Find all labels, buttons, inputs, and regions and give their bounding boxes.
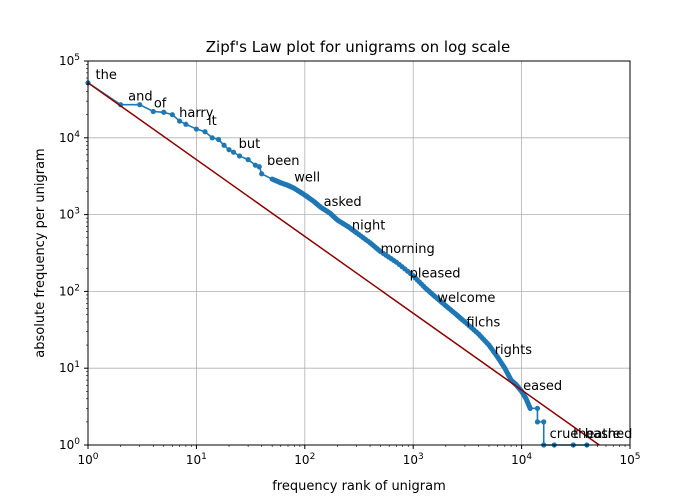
word-annotation: but: [239, 137, 261, 152]
data-point: [534, 405, 541, 411]
word-annotation: rights: [495, 343, 533, 358]
x-tick-label: 101: [186, 452, 207, 467]
data-point: [177, 118, 183, 124]
data-point: [150, 108, 156, 115]
word-annotation: night: [352, 218, 385, 233]
x-tick-label: 104: [511, 452, 532, 467]
y-axis-label: absolute frequency per unigram: [33, 148, 48, 357]
data-point: [484, 340, 490, 346]
word-annotation: and: [128, 90, 152, 105]
y-tick-label: 105: [59, 53, 80, 68]
data-point: [460, 318, 467, 324]
data-point: [407, 270, 414, 277]
data-point: [391, 257, 397, 264]
data-point: [493, 352, 499, 358]
y-tick-label: 103: [59, 207, 80, 222]
data-point: [221, 142, 227, 148]
data-point: [259, 171, 265, 177]
word-annotation: harry: [179, 106, 214, 121]
word-annotation: bashed: [585, 427, 632, 442]
data-point: [500, 363, 507, 369]
y-tick-label: 102: [59, 283, 80, 298]
data-point: [473, 329, 479, 335]
x-tick-label: 102: [294, 452, 315, 467]
data-point: [193, 126, 199, 132]
data-point: [256, 164, 262, 170]
word-annotation: pleased: [410, 266, 461, 281]
data-point: [226, 147, 232, 153]
zipf-reference-line: [87, 82, 600, 446]
data-series: [85, 80, 600, 448]
data-point: [236, 153, 243, 159]
word-annotation: been: [267, 154, 300, 169]
data-point: [209, 135, 215, 141]
data-point: [202, 129, 208, 135]
word-annotation: welcome: [437, 291, 495, 306]
data-point: [215, 136, 222, 143]
word-annotation: of: [154, 97, 167, 112]
word-annotation: crue: [550, 427, 579, 442]
y-axis-ticks: 100 101 102 103 104 105: [59, 53, 88, 452]
data-point: [541, 419, 547, 425]
data-point: [352, 229, 358, 235]
frequency-line: [87, 82, 587, 446]
word-annotation: filchs: [466, 315, 500, 330]
x-axis-ticks: 100 101 102 103 104 105: [77, 445, 641, 467]
x-axis-label: frequency rank of unigram: [272, 479, 446, 494]
data-point: [161, 109, 167, 115]
x-tick-label: 103: [403, 452, 424, 467]
word-annotation: well: [294, 170, 320, 185]
data-point: [169, 112, 175, 118]
y-tick-label: 104: [59, 130, 80, 145]
data-point: [245, 157, 251, 163]
data-point: [431, 292, 437, 298]
word-annotation: the: [95, 68, 116, 83]
word-annotation: it: [208, 114, 217, 129]
data-point: [183, 121, 189, 127]
plot-frame: [87, 60, 631, 446]
data-point: [376, 247, 382, 253]
y-tick-label: 101: [59, 360, 80, 375]
data-point: [534, 419, 541, 425]
word-annotation: theatre: [573, 427, 620, 442]
data-point: [137, 102, 143, 108]
data-point: [420, 283, 427, 289]
x-tick-label: 105: [619, 452, 640, 467]
chart-title: Zipf's Law plot for unigrams on log scal…: [206, 38, 510, 56]
x-tick-label: 100: [77, 452, 98, 467]
data-point: [365, 238, 371, 244]
y-tick-label: 100: [59, 437, 80, 452]
data-point: [441, 301, 447, 307]
data-point: [230, 149, 237, 155]
word-annotation: morning: [381, 242, 435, 257]
data-point: [526, 404, 533, 410]
word-annotation: eased: [523, 379, 562, 394]
word-annotation: asked: [324, 195, 362, 210]
